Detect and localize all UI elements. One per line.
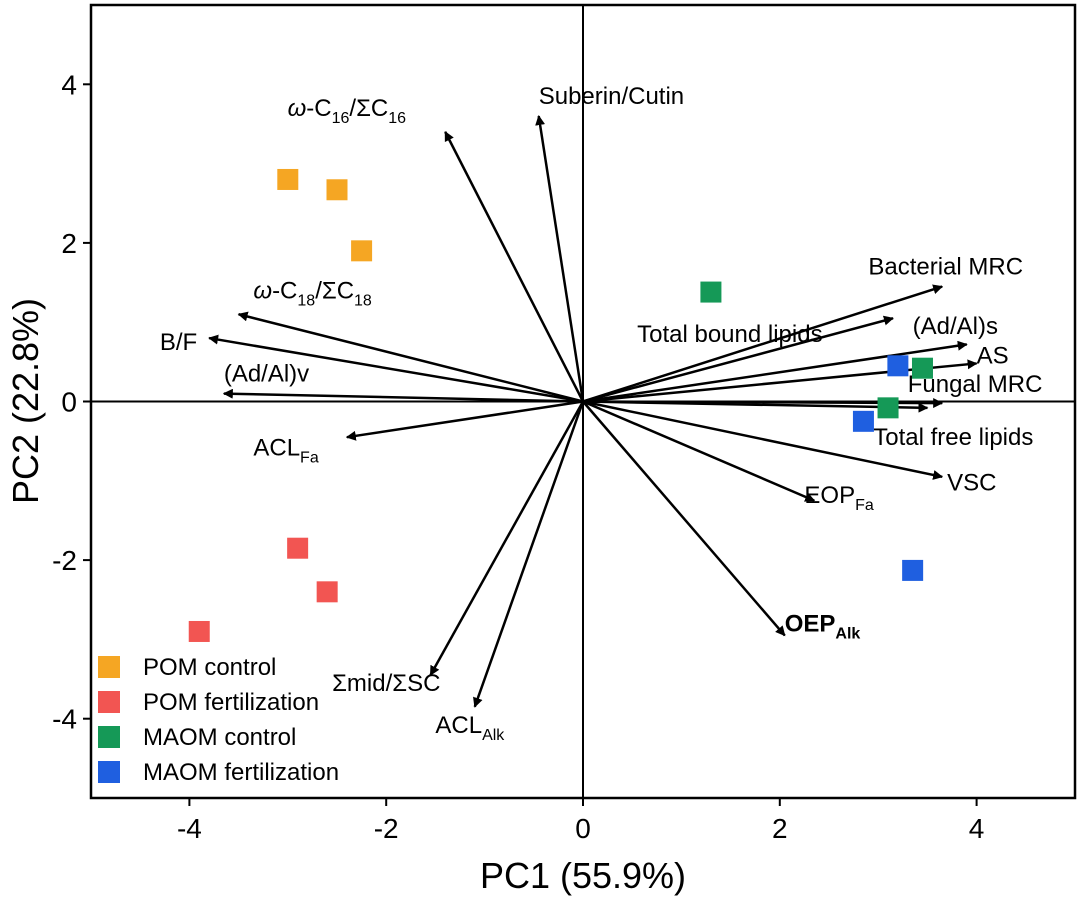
point-maom-fertilization [887,355,909,377]
point-maom-control [877,397,899,419]
point-pom-control [326,179,348,201]
loading-label-c18-c18: ω-C18/ΣC18 [253,277,372,309]
point-pom-fertilization [188,620,210,642]
y-axis-title: PC2 (22.8%) [5,298,46,504]
loading-label-aclalk: ACLAlk [435,712,505,744]
point-pom-control [277,168,299,190]
loading-arrow-mid-sc [429,400,585,676]
x-tick-label: -4 [177,813,202,844]
loading-label-c16-c16: ω-C16/ΣC16 [288,95,407,127]
loading-label-suberin-cutin: Suberin/Cutin [539,83,684,110]
y-tick-label: -4 [52,704,77,735]
point-pom-control [351,240,373,262]
legend-swatch-pom-fertilization [98,691,120,713]
loading-label-oepalk: OEPAlk [785,610,861,642]
legend-swatch-maom-control [98,726,120,748]
x-tick-label: -2 [374,813,399,844]
loading-label-ad-al-s: (Ad/Al)s [913,313,998,340]
y-tick-label: 4 [61,69,77,100]
y-tick-label: -2 [52,545,77,576]
loading-arrow-oepalk [582,400,786,637]
loading-arrow-total-bound-lipids [582,315,894,403]
loading-arrow-ad-al-v [222,388,584,403]
legend-label-pom-fertilization: POM fertilization [143,689,319,716]
loading-label-vsc: VSC [947,469,996,496]
point-maom-control [700,281,722,303]
loading-label-as: AS [977,342,1009,369]
legend-label-pom-control: POM control [143,654,276,681]
loading-arrow-aclfa [345,400,584,441]
loading-label-aclfa: ACLFa [253,434,318,466]
loading-label-total-bound-lipids: Total bound lipids [637,321,822,348]
legend: POM control POM fertilization MAOM control… [98,654,339,786]
loading-label-mid-sc: Σmid/ΣSC [332,670,440,697]
point-pom-fertilization [287,537,309,559]
loading-label-bacterial-mrc: Bacterial MRC [868,254,1023,281]
loading-arrow-total-free-lipids [582,400,929,413]
loading-label-total-free-lipids: Total free lipids [873,424,1033,451]
loading-arrow-c18-c18 [237,311,584,403]
point-maom-fertilization [852,410,874,432]
y-tick-label: 0 [61,387,77,418]
legend-label-maom-fertilization: MAOM fertilization [143,759,339,786]
loading-arrow-suberin-cutin [535,115,585,402]
y-tick-label: 2 [61,228,77,259]
legend-label-maom-control: MAOM control [143,724,296,751]
x-tick-label: 0 [575,813,591,844]
legend-swatch-maom-fertilization [98,761,120,783]
point-maom-control [911,357,933,379]
x-tick-label: 4 [969,813,985,844]
loading-arrow-b-f [208,334,584,403]
legend-swatch-pom-control [98,656,120,678]
loading-arrow-vsc [582,400,944,480]
loading-arrow-aclalk [473,401,585,708]
x-axis-title: PC1 (55.9%) [480,855,686,896]
loading-label-ad-al-v: (Ad/Al)v [224,361,309,388]
loading-arrow-eopfa [582,400,816,502]
loading-arrow-as [582,359,978,403]
point-maom-fertilization [902,559,924,581]
loading-arrow-bacterial-mrc [582,284,944,403]
point-pom-fertilization [316,581,338,603]
loading-label-eopfa: EOPFa [804,482,873,514]
loading-arrow-c16-c16 [444,130,585,403]
loading-label-b-f: B/F [160,329,197,356]
loading-arrow-ad-al-s [582,340,968,403]
x-tick-label: 2 [772,813,788,844]
